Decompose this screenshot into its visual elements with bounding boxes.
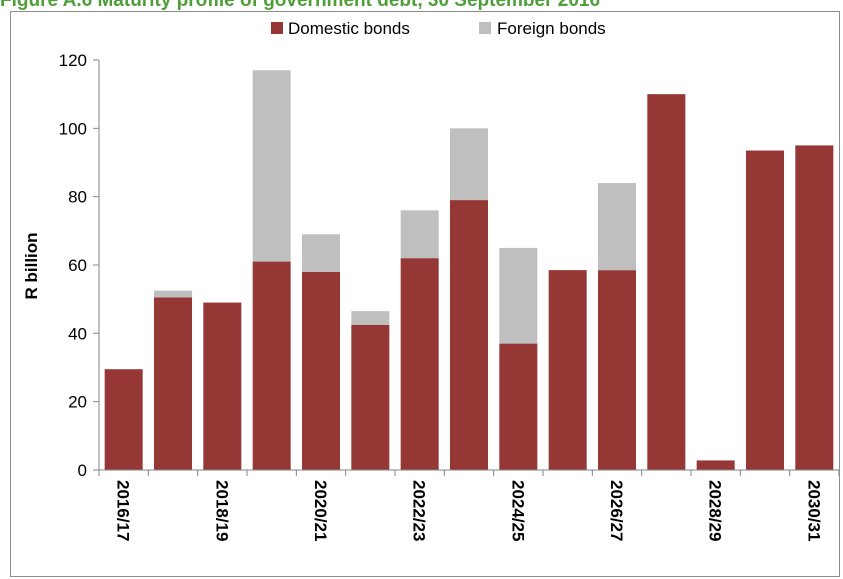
bar-domestic-2026-27 bbox=[598, 270, 636, 471]
x-tick-label: 2022/23 bbox=[410, 480, 429, 541]
legend-swatch-foreign bbox=[479, 22, 491, 34]
y-axis-label: R billion bbox=[22, 232, 41, 299]
y-ticks: 0 20 40 60 80 100 120 bbox=[59, 51, 99, 480]
x-tick-label: 2028/29 bbox=[706, 480, 725, 541]
figure-title: Figure A.6 Maturity profile of governmen… bbox=[0, 0, 601, 11]
bar-domestic-2027-28 bbox=[647, 94, 686, 471]
x-tick-label: 2020/21 bbox=[311, 480, 330, 541]
legend-label-foreign: Foreign bonds bbox=[497, 19, 606, 38]
legend-label-domestic: Domestic bonds bbox=[288, 19, 410, 38]
y-tick-label: 0 bbox=[78, 461, 87, 480]
y-tick-label: 40 bbox=[68, 324, 87, 343]
legend: Domestic bonds Foreign bonds bbox=[271, 19, 606, 38]
bar-domestic-2018-19 bbox=[203, 302, 242, 470]
bar-foreign-2020-21 bbox=[302, 234, 340, 272]
bar-domestic-2016-17 bbox=[104, 369, 143, 470]
bar-foreign-2017-18 bbox=[154, 290, 192, 298]
bar-domestic-2019-20 bbox=[252, 261, 291, 470]
bar-foreign-2023-24 bbox=[450, 128, 488, 201]
legend-swatch-domestic bbox=[271, 22, 283, 34]
x-ticks: 2016/17 2018/19 2020/21 2022/23 2024/25 2026/… bbox=[98, 470, 840, 541]
bars bbox=[104, 70, 834, 471]
x-tick-label: 2030/31 bbox=[804, 480, 823, 541]
y-tick-label: 20 bbox=[68, 393, 87, 412]
x-tick-label: 2026/27 bbox=[607, 480, 626, 541]
bar-domestic-2021-22 bbox=[351, 324, 390, 470]
y-tick-label: 60 bbox=[68, 256, 87, 275]
bar-foreign-2022-23 bbox=[400, 210, 439, 259]
x-tick-label: 2018/19 bbox=[212, 480, 231, 541]
bar-domestic-2017-18 bbox=[154, 297, 192, 470]
x-tick-label: 2024/25 bbox=[508, 480, 527, 541]
y-tick-label: 80 bbox=[68, 188, 87, 207]
bar-domestic-2028-29 bbox=[696, 460, 735, 470]
bar-domestic-2025-26 bbox=[548, 270, 587, 471]
bar-domestic-2022-23 bbox=[400, 258, 439, 470]
bar-domestic-2029-30 bbox=[746, 150, 784, 471]
bar-domestic-2020-21 bbox=[302, 271, 340, 470]
bar-foreign-2019-20 bbox=[252, 70, 291, 262]
y-tick-label: 120 bbox=[59, 51, 87, 70]
bar-domestic-2030-31 bbox=[795, 145, 834, 471]
bar-foreign-2024-25 bbox=[499, 247, 538, 344]
bar-foreign-2021-22 bbox=[351, 311, 390, 325]
y-tick-label: 100 bbox=[59, 119, 87, 138]
bar-domestic-2024-25 bbox=[499, 343, 538, 470]
bar-foreign-2026-27 bbox=[598, 183, 636, 271]
x-tick-label: 2016/17 bbox=[114, 480, 133, 541]
bar-domestic-2023-24 bbox=[450, 200, 488, 470]
